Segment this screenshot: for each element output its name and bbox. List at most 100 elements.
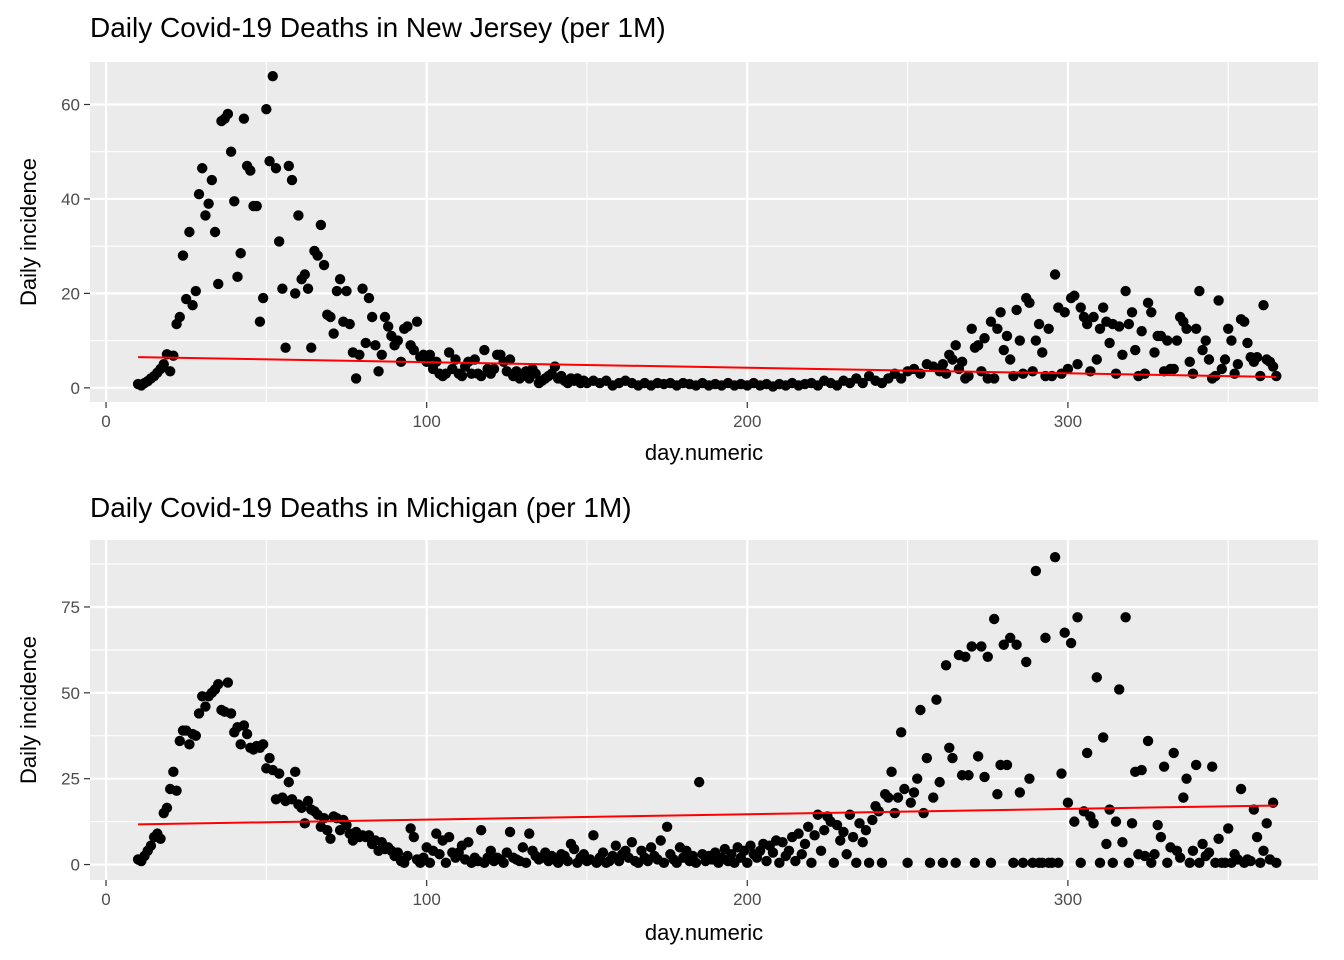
data-point (1114, 321, 1125, 332)
x-tick-label: 100 (412, 412, 440, 431)
data-point (245, 165, 256, 176)
data-point (1162, 857, 1173, 869)
data-point (1117, 837, 1128, 848)
data-point (443, 347, 455, 358)
data-point (597, 847, 609, 858)
data-point (1203, 354, 1215, 365)
data-point (225, 708, 237, 719)
data-point (947, 354, 958, 365)
data-point (257, 292, 269, 304)
data-point (222, 677, 234, 688)
data-point (1001, 330, 1013, 342)
data-point (915, 704, 926, 716)
data-point (229, 196, 240, 207)
data-point (1004, 632, 1016, 644)
data-point (979, 771, 990, 783)
data-point (1216, 363, 1228, 375)
data-point (1203, 847, 1215, 858)
data-point (992, 788, 1003, 800)
data-point (1056, 768, 1067, 779)
data-point (354, 349, 365, 360)
data-point (235, 248, 246, 259)
data-point (819, 825, 830, 836)
data-point (424, 349, 436, 360)
data-point (950, 857, 961, 869)
data-point (168, 766, 179, 778)
data-point (1242, 337, 1253, 349)
data-point (783, 845, 795, 857)
data-point (995, 307, 1006, 318)
data-point (767, 847, 779, 858)
data-point (296, 802, 307, 814)
data-point (1101, 838, 1112, 850)
data-point (1065, 637, 1077, 649)
data-point (985, 316, 997, 327)
data-point (895, 373, 907, 384)
data-point (1107, 857, 1118, 869)
data-point (273, 236, 285, 247)
data-point (1181, 323, 1192, 335)
data-point (280, 342, 291, 353)
data-point (1168, 747, 1179, 759)
data-point (411, 316, 423, 327)
data-point (549, 361, 561, 372)
data-point (1017, 857, 1029, 869)
data-point (315, 219, 327, 231)
data-point (1197, 838, 1208, 850)
data-point (1059, 627, 1070, 638)
data-point (145, 840, 157, 851)
data-point (562, 855, 573, 867)
data-point (197, 163, 208, 174)
data-point (992, 323, 1003, 335)
data-point (851, 857, 862, 869)
data-point (1213, 833, 1224, 844)
data-point (431, 828, 442, 839)
data-point (1190, 323, 1202, 335)
data-point (988, 613, 1000, 625)
data-point (504, 826, 516, 838)
data-point (815, 845, 827, 857)
data-point (299, 269, 311, 280)
data-point (213, 679, 224, 690)
data-point (1181, 773, 1192, 784)
data-point (1258, 299, 1269, 311)
data-point (1011, 639, 1022, 650)
data-point (1226, 335, 1237, 346)
data-point (402, 321, 413, 332)
data-point (806, 857, 817, 869)
data-point (972, 751, 984, 762)
data-point (963, 370, 974, 382)
data-point (568, 843, 580, 855)
data-point (341, 285, 352, 297)
data-point (1072, 359, 1083, 370)
x-tick-label: 100 (412, 890, 440, 909)
data-point (475, 370, 487, 382)
data-point (1213, 295, 1224, 306)
data-point (940, 368, 952, 379)
data-point (889, 807, 900, 819)
data-point (1149, 347, 1160, 358)
data-point (222, 108, 234, 120)
data-point (270, 163, 282, 174)
data-point (190, 730, 202, 741)
data-point (1219, 354, 1231, 365)
data-point (1088, 818, 1099, 829)
data-point (312, 250, 323, 261)
data-point (344, 318, 355, 330)
data-point (998, 344, 1009, 356)
data-point (854, 818, 865, 829)
data-point (200, 701, 211, 712)
data-point (357, 283, 368, 294)
data-point (1040, 632, 1051, 644)
x-tick-label: 200 (733, 412, 761, 431)
data-point (434, 849, 445, 860)
data-point (626, 837, 638, 848)
data-point (796, 849, 807, 860)
data-point (524, 828, 535, 839)
data-point (203, 198, 214, 209)
data-point (232, 271, 243, 283)
data-point (726, 849, 737, 860)
data-point (1178, 792, 1189, 803)
